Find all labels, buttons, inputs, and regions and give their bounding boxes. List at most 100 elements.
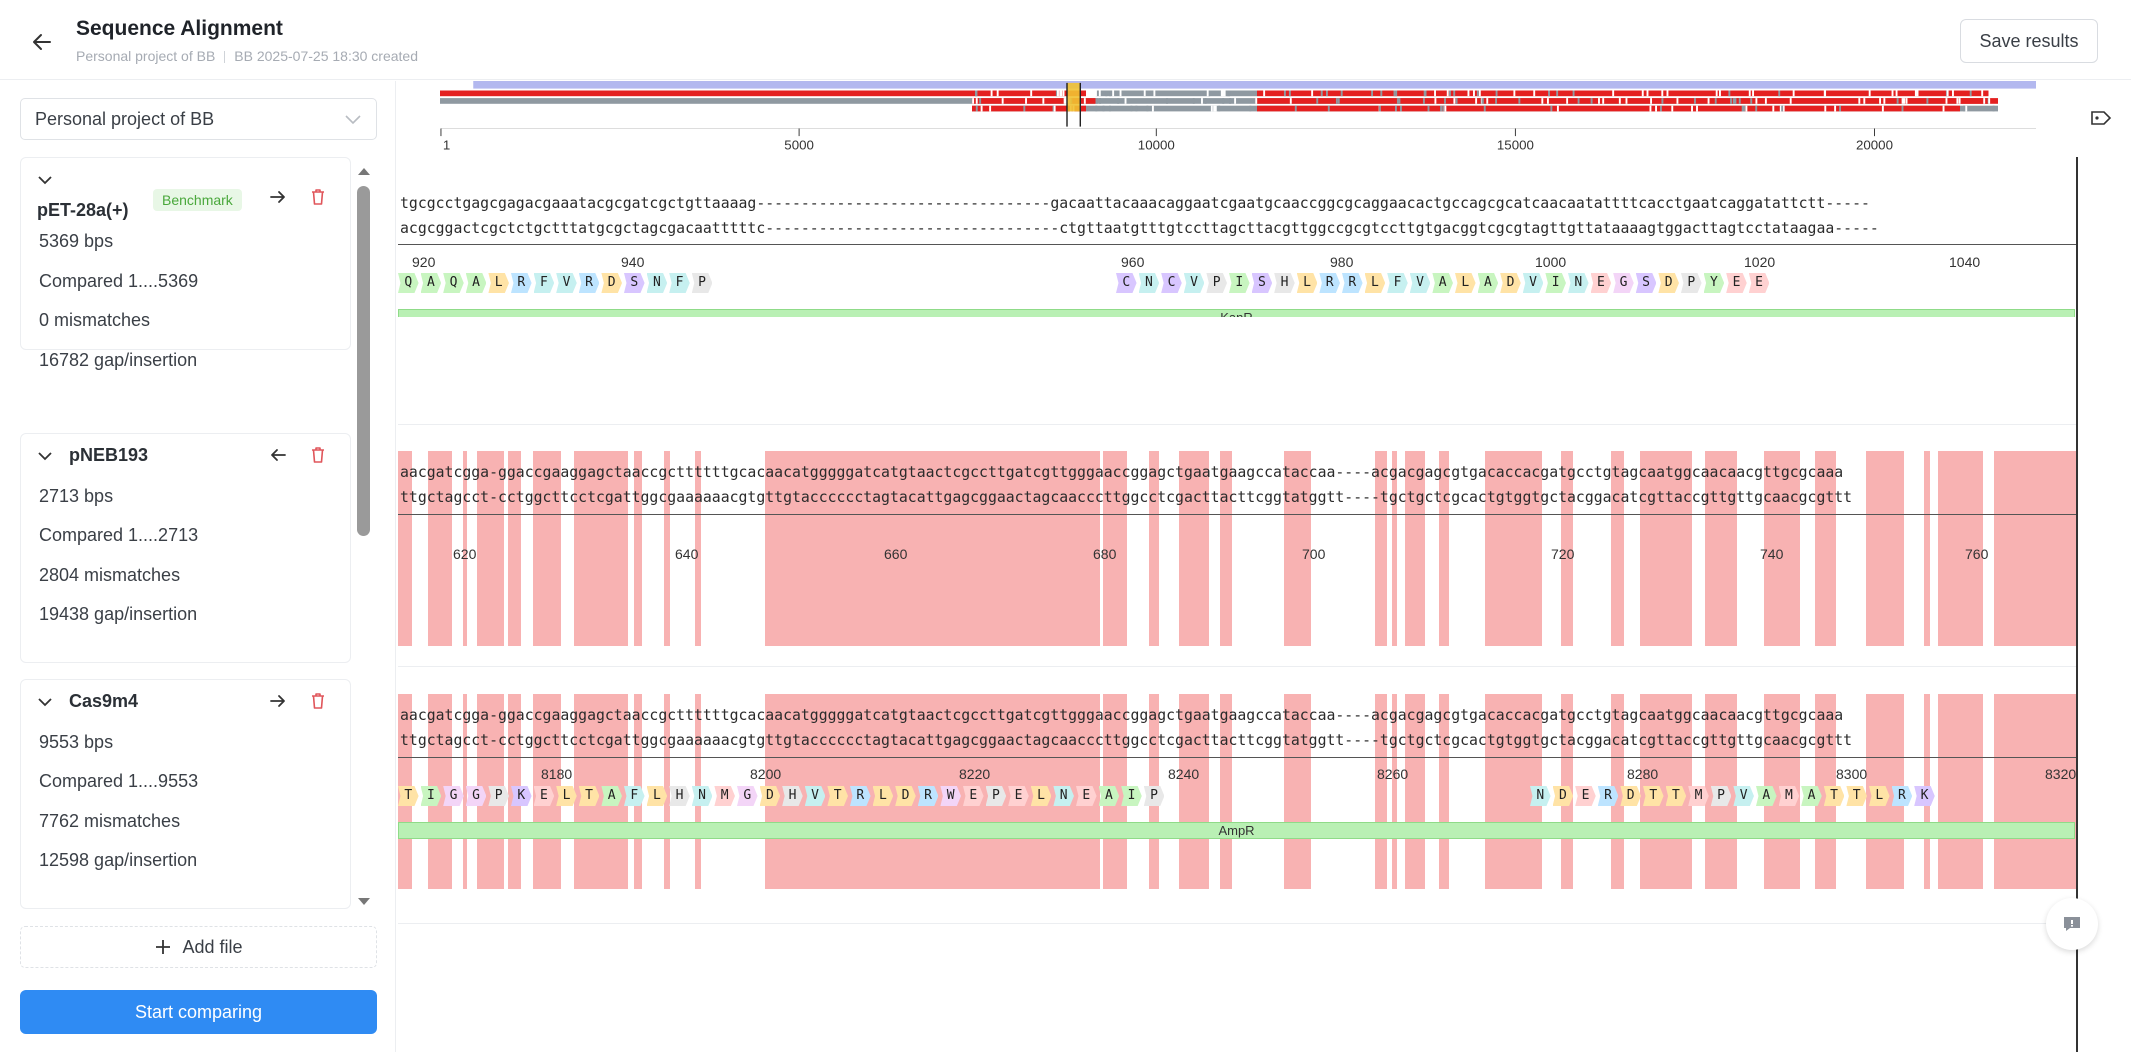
overview-speckle: [1914, 90, 1917, 97]
overview-speckle: [1691, 105, 1693, 112]
overview-row-segment: [1095, 90, 1257, 97]
project-select[interactable]: Personal project of BB: [20, 98, 377, 140]
overview-speckle: [1166, 98, 1168, 104]
amino-acid-f: F: [1387, 273, 1408, 293]
trash-icon[interactable]: [307, 186, 329, 208]
overview-speckle: [1222, 90, 1224, 97]
overview-speckle: [1715, 90, 1718, 97]
overview-speckle: [1025, 98, 1027, 104]
overview-speckle: [1792, 90, 1795, 97]
overview-viewport-marker[interactable]: [1067, 82, 1081, 112]
mismatch-block: [1788, 451, 1800, 646]
scroll-down-icon[interactable]: [356, 896, 372, 908]
overview-row-segment: [1257, 90, 1989, 97]
file-card[interactable]: pNEB193 2713 bps Compared 1....2713 2804…: [20, 433, 351, 663]
amino-acid-a: A: [465, 273, 487, 293]
feature-kanr[interactable]: KanR: [398, 309, 2075, 317]
amino-acid-g: G: [465, 786, 487, 806]
alignment-overview[interactable]: 1 5000 10000 15000 20000: [398, 81, 2078, 157]
overview-speckle: [1618, 98, 1621, 104]
file-card[interactable]: Cas9m4 9553 bps Compared 1....9553 7762 …: [20, 679, 351, 909]
overview-speckle: [1755, 98, 1758, 104]
overview-speckle: [1895, 90, 1898, 97]
amino-acid-a: A: [420, 273, 442, 293]
tag-icon[interactable]: [2090, 110, 2112, 126]
overview-speckle: [1398, 98, 1401, 104]
back-arrow-icon[interactable]: [28, 28, 56, 56]
amino-acid-s: S: [1251, 273, 1273, 293]
amino-acid-p: P: [1681, 273, 1702, 293]
file-mismatches: 2804 mismatches: [39, 565, 181, 585]
amino-acid-v: V: [1183, 273, 1205, 293]
amino-acid-e: E: [1590, 273, 1612, 293]
amino-acid-a: A: [1432, 273, 1453, 293]
page-subtitle: Personal project of BB BB 2025-07-25 18:3…: [76, 48, 418, 64]
overview-speckle: [1901, 105, 1904, 112]
alignment-panel: tgcgcctgagcgagacgaaatacgcgatcgctgttaaaag…: [398, 157, 2078, 317]
file-length: 5369 bps: [39, 231, 114, 251]
position-label: 8180: [541, 766, 573, 782]
amino-acid-t: T: [578, 786, 600, 806]
overview-row-segment: [972, 98, 1096, 104]
overview-speckle: [1467, 90, 1470, 97]
overview-speckle: [1124, 98, 1127, 104]
feature-ampr[interactable]: AmpR: [398, 822, 2075, 839]
overview-speckle: [1901, 98, 1904, 104]
overview-speckle: [1965, 105, 1968, 112]
overview-speckle: [1283, 90, 1286, 97]
sidebar: Personal project of BB pET-28a(+) Benchm…: [0, 81, 396, 1052]
mismatch-block: [1561, 451, 1573, 646]
start-comparing-button[interactable]: Start comparing: [20, 990, 377, 1034]
feedback-button[interactable]: [2046, 898, 2098, 950]
save-results-button[interactable]: Save results: [1960, 19, 2098, 63]
chevron-down-icon[interactable]: [37, 450, 53, 462]
mismatch-block: [634, 451, 642, 646]
query-sequence: acgcggactcgctctgctttatgcgctagcgacaattttt…: [400, 220, 1879, 237]
amino-acid-w: W: [940, 786, 961, 806]
trash-icon[interactable]: [307, 690, 329, 712]
amino-acid-d: D: [1658, 273, 1679, 293]
overview-speckle: [975, 105, 978, 112]
overview-speckle: [1905, 98, 1908, 104]
amino-acid-m: M: [1778, 786, 1800, 806]
scroll-up-icon[interactable]: [356, 165, 372, 177]
overview-speckle: [1151, 105, 1154, 112]
add-file-button[interactable]: Add file: [20, 926, 377, 968]
overview-speckle: [1590, 98, 1593, 104]
chevron-down-icon[interactable]: [37, 696, 53, 708]
overview-speckle: [1996, 90, 1999, 97]
mismatch-block: [1938, 451, 1983, 646]
chevron-down-icon[interactable]: [37, 174, 53, 186]
overview-speckle: [1393, 90, 1396, 97]
amino-acid-l: L: [556, 786, 577, 806]
file-length: 9553 bps: [39, 732, 114, 752]
overview-speckle: [1992, 105, 1995, 112]
overview-speckle: [1963, 105, 1965, 112]
scrollbar-thumb[interactable]: [357, 186, 370, 536]
overview-speckle: [1666, 90, 1669, 97]
overview-speckle: [1730, 98, 1732, 104]
overview-speckle: [1213, 105, 1216, 112]
file-card[interactable]: pET-28a(+) Benchmark 5369 bps Compared 1…: [20, 157, 351, 370]
overview-speckle: [1105, 90, 1108, 97]
arrow-right-icon[interactable]: [267, 186, 289, 208]
overview-speckle: [975, 90, 978, 97]
amino-acid-l: L: [872, 786, 894, 806]
arrow-right-icon[interactable]: [267, 690, 289, 712]
mismatch-block: [1938, 694, 1983, 889]
overview-speckle: [1779, 105, 1782, 112]
mismatch-block: [1405, 451, 1425, 646]
trash-icon[interactable]: [307, 444, 329, 466]
mismatch-block: [1284, 694, 1311, 889]
amino-acid-e: E: [963, 786, 984, 806]
file-compared-range: Compared 1....2713: [39, 525, 199, 545]
arrow-left-icon[interactable]: [267, 444, 289, 466]
amino-acid-t: T: [1643, 786, 1664, 806]
overview-speckle: [1789, 98, 1792, 104]
overview-speckle: [1288, 90, 1291, 97]
overview-speckle: [1572, 90, 1575, 97]
overview-speckle: [1055, 90, 1058, 97]
amino-acid-i: I: [1545, 273, 1566, 293]
amino-acid-h: H: [1274, 273, 1295, 293]
position-label: 680: [1093, 546, 1117, 562]
